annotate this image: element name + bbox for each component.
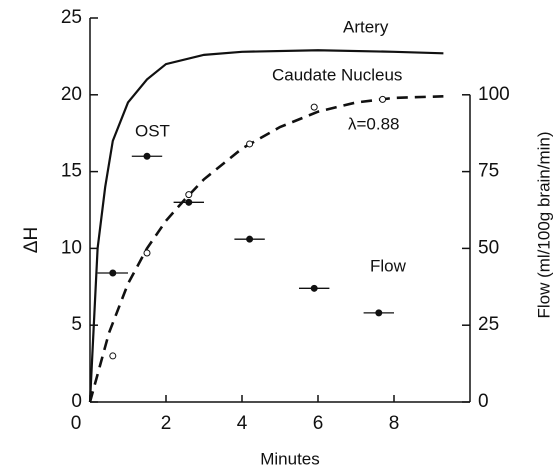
x-tick-label: 6 — [313, 413, 324, 434]
y-tick-label: 25 — [61, 7, 82, 28]
x-tick-label: 4 — [237, 413, 248, 434]
y-tick-label: 5 — [71, 314, 82, 335]
y2-tick-label: 75 — [478, 161, 499, 182]
x-axis-label: Minutes — [260, 449, 320, 468]
y-tick-label: 10 — [61, 237, 82, 258]
point — [109, 269, 117, 277]
series-label: OST — [135, 121, 170, 140]
line — [88, 49, 444, 403]
y2-tick-label: 100 — [478, 84, 510, 105]
x-tick-label: 8 — [389, 413, 400, 434]
x-tick-label: 2 — [161, 413, 172, 434]
point — [375, 309, 383, 317]
y2-tick-label: 25 — [478, 314, 499, 335]
y-tick-label: 0 — [71, 391, 82, 412]
y-tick-label: 20 — [61, 84, 82, 105]
point — [310, 103, 318, 111]
y2-axis-label: Flow (ml/100g brain/min) — [534, 131, 553, 318]
annotation: λ=0.88 — [348, 114, 400, 133]
y-axis-label: ΔH — [21, 227, 42, 253]
point — [310, 284, 318, 292]
series-label: Flow — [370, 256, 407, 275]
y2-tick-label: 0 — [478, 391, 489, 412]
point — [185, 191, 193, 199]
point — [246, 235, 254, 243]
point — [109, 352, 117, 360]
point — [379, 95, 387, 103]
y2-tick-label: 50 — [478, 237, 499, 258]
series-label: Caudate Nucleus — [272, 65, 402, 84]
point — [246, 140, 254, 148]
y-tick-label: 15 — [61, 161, 82, 182]
x-tick-label: 0 — [71, 413, 82, 434]
point — [143, 152, 151, 160]
series-label: Artery — [343, 17, 389, 36]
point — [143, 249, 151, 257]
point — [185, 198, 193, 206]
line — [88, 95, 444, 403]
